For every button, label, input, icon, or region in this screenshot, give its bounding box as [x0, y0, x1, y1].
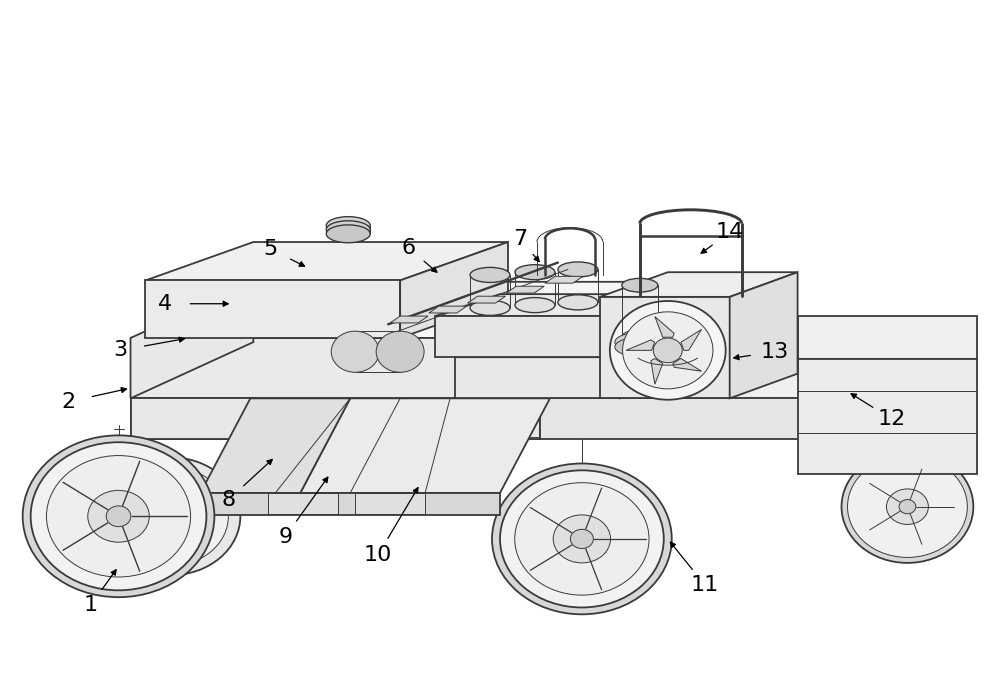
- Ellipse shape: [113, 467, 228, 565]
- Ellipse shape: [570, 529, 593, 548]
- Text: 3: 3: [113, 340, 128, 361]
- Polygon shape: [506, 286, 544, 293]
- Ellipse shape: [106, 506, 131, 527]
- Polygon shape: [300, 398, 550, 493]
- Ellipse shape: [515, 297, 555, 313]
- Text: 1: 1: [84, 596, 98, 616]
- Polygon shape: [869, 359, 974, 440]
- Ellipse shape: [623, 312, 713, 389]
- Polygon shape: [268, 493, 338, 513]
- Polygon shape: [798, 316, 977, 359]
- Text: 12: 12: [877, 409, 906, 429]
- Ellipse shape: [688, 357, 712, 374]
- Polygon shape: [455, 328, 700, 357]
- Polygon shape: [798, 359, 977, 474]
- Polygon shape: [535, 282, 700, 398]
- Polygon shape: [131, 282, 700, 338]
- Polygon shape: [540, 359, 974, 398]
- Polygon shape: [640, 350, 682, 378]
- Ellipse shape: [886, 489, 928, 524]
- Polygon shape: [600, 272, 798, 297]
- Polygon shape: [540, 398, 869, 440]
- Text: 13: 13: [760, 341, 789, 362]
- Ellipse shape: [88, 491, 149, 542]
- Polygon shape: [651, 359, 663, 384]
- Text: 10: 10: [364, 545, 392, 565]
- Ellipse shape: [31, 442, 206, 590]
- Ellipse shape: [470, 300, 510, 315]
- Ellipse shape: [326, 216, 370, 234]
- Polygon shape: [131, 338, 730, 398]
- Polygon shape: [145, 280, 400, 338]
- Polygon shape: [131, 282, 253, 398]
- Text: 5: 5: [263, 239, 277, 259]
- Ellipse shape: [899, 499, 916, 514]
- Ellipse shape: [515, 264, 555, 280]
- Ellipse shape: [500, 471, 664, 607]
- Ellipse shape: [101, 458, 240, 575]
- Ellipse shape: [23, 436, 214, 597]
- Polygon shape: [131, 338, 535, 398]
- Ellipse shape: [160, 508, 180, 524]
- Ellipse shape: [615, 333, 665, 352]
- Ellipse shape: [558, 262, 598, 277]
- Polygon shape: [620, 294, 685, 357]
- Ellipse shape: [326, 221, 370, 238]
- Ellipse shape: [376, 331, 424, 372]
- Ellipse shape: [848, 456, 967, 557]
- Ellipse shape: [622, 278, 658, 292]
- Polygon shape: [145, 242, 508, 280]
- Text: 14: 14: [716, 223, 744, 243]
- Text: 7: 7: [513, 229, 527, 249]
- Polygon shape: [626, 340, 655, 350]
- Polygon shape: [730, 272, 798, 398]
- Polygon shape: [655, 317, 674, 337]
- Ellipse shape: [326, 225, 370, 243]
- Ellipse shape: [615, 337, 665, 357]
- Polygon shape: [545, 276, 583, 283]
- Polygon shape: [131, 398, 255, 440]
- Polygon shape: [131, 398, 540, 438]
- Polygon shape: [455, 357, 620, 398]
- Text: 4: 4: [158, 294, 173, 314]
- Ellipse shape: [492, 464, 672, 614]
- Polygon shape: [620, 328, 700, 398]
- Polygon shape: [200, 398, 350, 493]
- Polygon shape: [681, 330, 702, 350]
- Ellipse shape: [142, 493, 198, 539]
- Polygon shape: [435, 294, 685, 316]
- Polygon shape: [390, 316, 428, 323]
- Polygon shape: [400, 242, 508, 338]
- Polygon shape: [200, 493, 500, 515]
- Polygon shape: [435, 316, 620, 357]
- Text: 11: 11: [691, 575, 719, 595]
- Text: 9: 9: [278, 527, 292, 547]
- Text: 6: 6: [401, 238, 415, 258]
- Ellipse shape: [622, 330, 658, 344]
- Ellipse shape: [470, 267, 510, 282]
- Ellipse shape: [46, 455, 191, 577]
- Polygon shape: [355, 493, 425, 513]
- Polygon shape: [673, 359, 702, 371]
- Polygon shape: [540, 338, 730, 438]
- Polygon shape: [429, 306, 467, 313]
- Ellipse shape: [653, 338, 682, 363]
- Text: 2: 2: [62, 392, 76, 412]
- Ellipse shape: [331, 331, 379, 372]
- Text: 8: 8: [221, 490, 235, 510]
- Ellipse shape: [515, 483, 649, 595]
- Ellipse shape: [842, 451, 973, 563]
- Polygon shape: [600, 297, 730, 398]
- Polygon shape: [468, 296, 505, 303]
- Ellipse shape: [610, 301, 726, 400]
- Ellipse shape: [558, 295, 598, 310]
- Ellipse shape: [553, 515, 611, 563]
